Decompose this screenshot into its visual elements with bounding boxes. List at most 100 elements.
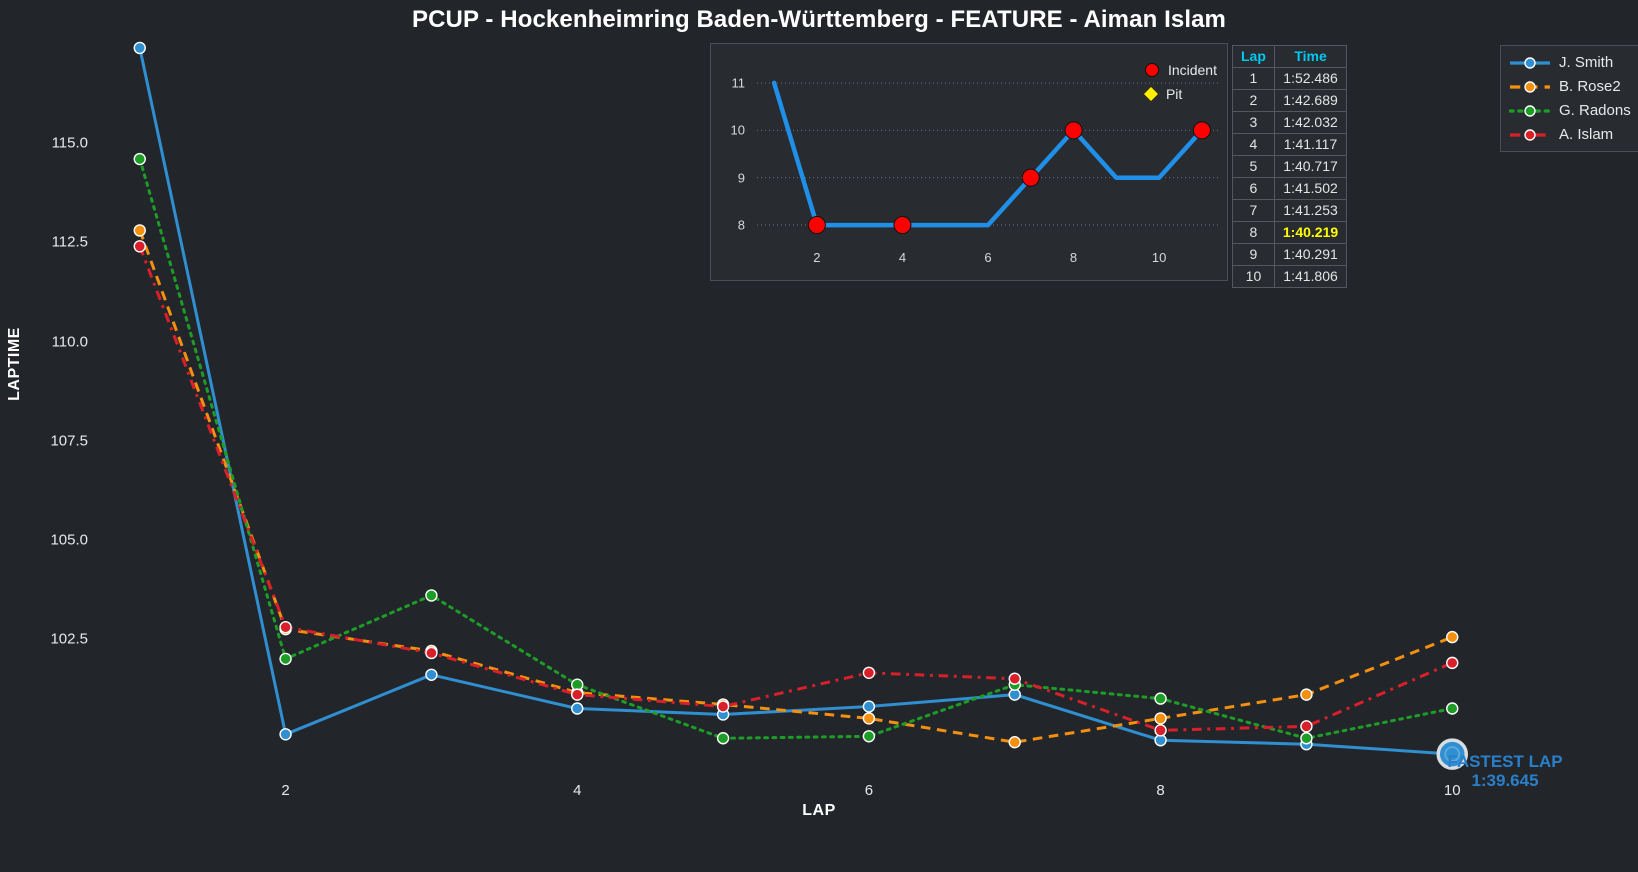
data-point-marker[interactable] <box>862 712 876 725</box>
y-tick-label: 107.5 <box>50 432 88 450</box>
legend-label: A. Islam <box>1559 126 1614 143</box>
data-point-marker[interactable] <box>571 688 584 701</box>
legend-item-j-smith[interactable]: J. Smith <box>1509 54 1631 71</box>
incident-marker[interactable] <box>1192 121 1211 140</box>
lap-time-cell: 1:42.032 <box>1273 111 1348 134</box>
data-point-marker[interactable] <box>862 730 876 743</box>
lap-time-cell: 1:40.717 <box>1273 155 1348 178</box>
fastest-lap-marker-inner <box>1444 746 1461 763</box>
x-tick-label: 8 <box>1156 782 1165 799</box>
series-line-a-islam <box>138 245 1453 732</box>
table-row[interactable]: 4 1:41.117 <box>1232 133 1348 156</box>
data-point-marker[interactable] <box>716 732 730 745</box>
table-row[interactable]: 7 1:41.253 <box>1232 199 1348 222</box>
lap-time-cell: 1:40.291 <box>1273 243 1348 266</box>
lap-number-cell: 9 <box>1232 243 1275 266</box>
x-tick-label: 10 <box>1443 782 1461 799</box>
position-inset-chart: 8 9 10 11 2 4 6 8 10 Incident Pit <box>710 43 1228 281</box>
incident-marker[interactable] <box>807 216 826 235</box>
data-point-marker[interactable] <box>1300 720 1313 733</box>
data-point-marker[interactable] <box>279 620 292 634</box>
column-header-time: Time <box>1273 45 1348 68</box>
inset-legend-item[interactable]: Pit <box>1142 85 1217 103</box>
incident-marker[interactable] <box>1064 121 1083 140</box>
table-row[interactable]: 10 1:41.806 <box>1232 265 1348 288</box>
legend-item-b-rose2[interactable]: B. Rose2 <box>1509 78 1631 95</box>
table-row[interactable]: 9 1:40.291 <box>1232 243 1348 266</box>
lap-number-cell: 7 <box>1232 199 1275 222</box>
data-point-marker[interactable] <box>862 666 876 679</box>
y-tick-label: 112.5 <box>51 233 88 251</box>
data-point-marker[interactable] <box>133 224 146 237</box>
inset-x-tick-label: 6 <box>984 250 992 265</box>
lap-table-header-row: Lap Time <box>1232 45 1348 68</box>
data-point-marker[interactable] <box>133 240 146 253</box>
data-point-marker[interactable] <box>425 646 438 660</box>
x-axis-ticks: 2 4 6 8 10 <box>96 782 1496 806</box>
y-tick-label: 102.5 <box>50 630 88 648</box>
legend-item-g-radons[interactable]: G. Radons <box>1509 102 1631 119</box>
data-point-marker[interactable] <box>1154 724 1167 737</box>
table-row[interactable]: 5 1:40.717 <box>1232 155 1348 178</box>
laptime-series-svg <box>133 41 1468 770</box>
data-point-marker[interactable] <box>279 652 292 666</box>
legend-swatch-icon <box>1509 80 1551 94</box>
inset-legend-label: Incident <box>1167 62 1217 78</box>
incident-marker[interactable] <box>893 216 912 235</box>
legend-label: B. Rose2 <box>1559 78 1621 95</box>
x-tick-label: 2 <box>281 782 290 799</box>
lap-number-cell: 8 <box>1232 221 1275 244</box>
data-point-marker[interactable] <box>1446 630 1459 644</box>
inset-x-tick-label: 4 <box>898 250 907 265</box>
inset-legend-item[interactable]: Incident <box>1144 62 1217 78</box>
data-point-marker[interactable] <box>716 700 730 713</box>
data-point-marker[interactable] <box>1300 732 1313 745</box>
table-row[interactable]: 6 1:41.502 <box>1232 177 1348 200</box>
legend-item-a-islam[interactable]: A. Islam <box>1509 126 1631 143</box>
table-row[interactable]: 8 1:40.219 <box>1232 221 1348 244</box>
table-row[interactable]: 2 1:42.689 <box>1232 89 1348 112</box>
legend-label: G. Radons <box>1559 102 1631 119</box>
series-line-b-rose2 <box>138 229 1453 744</box>
data-point-marker[interactable] <box>862 700 876 713</box>
data-point-marker[interactable] <box>133 152 146 166</box>
table-row[interactable]: 1 1:52.486 <box>1232 67 1348 90</box>
data-point-marker[interactable] <box>279 728 292 741</box>
inset-y-tick-label: 11 <box>731 75 746 91</box>
lap-number-cell: 3 <box>1232 111 1275 134</box>
legend-swatch-icon <box>1509 56 1551 70</box>
incident-marker[interactable] <box>1021 168 1040 187</box>
lap-time-cell: 1:41.806 <box>1273 265 1348 288</box>
y-tick-label: 105.0 <box>50 531 88 549</box>
legend-label: J. Smith <box>1559 54 1614 71</box>
data-point-marker[interactable] <box>1008 736 1021 749</box>
inset-legend-label: Pit <box>1165 86 1183 102</box>
lap-number-cell: 5 <box>1232 155 1275 178</box>
data-point-marker[interactable] <box>1008 672 1021 685</box>
data-point-marker[interactable] <box>133 41 146 55</box>
data-point-marker[interactable] <box>425 668 438 681</box>
data-point-marker[interactable] <box>1446 702 1459 715</box>
lap-time-table[interactable]: Lap Time 1 1:52.486 2 1:42.689 3 1:42.032 4 1:4… <box>1232 45 1348 288</box>
inset-x-tick-label: 2 <box>813 250 821 265</box>
lap-table-body: 1 1:52.486 2 1:42.689 3 1:42.032 4 1:41.117 5 1:4… <box>1232 67 1348 288</box>
inset-x-tick-label: 10 <box>1151 250 1167 265</box>
lap-number-cell: 1 <box>1232 67 1275 90</box>
table-row[interactable]: 3 1:42.032 <box>1232 111 1348 134</box>
data-point-marker[interactable] <box>1300 688 1313 701</box>
data-point-marker[interactable] <box>571 702 584 715</box>
legend-swatch-icon <box>1509 128 1551 142</box>
data-point-marker[interactable] <box>1446 656 1459 670</box>
lap-number-cell: 2 <box>1232 89 1275 112</box>
data-point-marker[interactable] <box>1154 712 1167 725</box>
lap-number-cell: 10 <box>1232 265 1275 288</box>
y-tick-label: 115.0 <box>51 134 88 152</box>
fastest-lap-marker[interactable] <box>1436 738 1468 770</box>
x-axis-label: LAP <box>802 802 836 819</box>
data-point-marker[interactable] <box>1154 692 1167 705</box>
data-point-marker[interactable] <box>425 589 438 602</box>
inset-y-tick-label: 8 <box>737 217 745 233</box>
driver-legend[interactable]: J. Smith B. Rose2 G. Radons A. Islam <box>1500 45 1638 152</box>
x-tick-label: 4 <box>573 782 582 799</box>
